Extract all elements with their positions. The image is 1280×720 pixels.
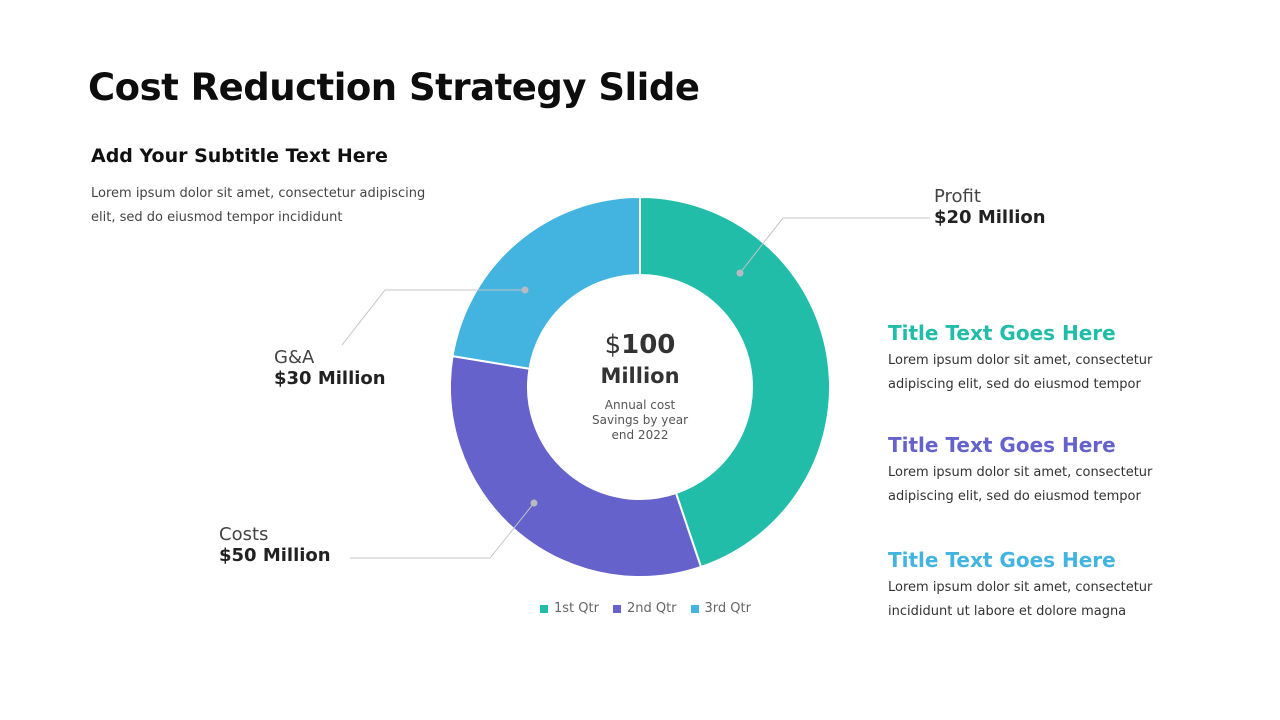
ga-callout: G&A $30 Million — [274, 347, 386, 389]
costs-category-label: Costs — [219, 524, 269, 545]
info-block-title: Title Text Goes Here — [888, 433, 1116, 457]
legend-label: 1st Qtr — [554, 601, 599, 616]
profit-value-label: $20 Million — [934, 207, 1046, 228]
profit-category-label: Profit — [934, 186, 981, 207]
donut-slice-profit — [639, 195, 831, 569]
ga-leader-dot — [521, 286, 529, 294]
legend-label: 3rd Qtr — [704, 601, 751, 616]
center-total: $100 — [565, 328, 715, 362]
slide-title: Cost Reduction Strategy Slide — [88, 66, 700, 109]
info-block-title: Title Text Goes Here — [888, 548, 1116, 572]
center-amount: 100 — [621, 330, 676, 360]
center-note: Annual cost Savings by year end 2022 — [592, 398, 688, 442]
donut-center-summary: $100 Million Annual cost Savings by year… — [565, 328, 715, 443]
profit-leader-dot — [736, 269, 744, 277]
costs-leader-dot — [530, 499, 538, 507]
costs-value-label: $50 Million — [219, 545, 331, 566]
donut-slice-ga — [451, 195, 641, 370]
legend-swatch — [690, 604, 699, 613]
costs-callout: Costs $50 Million — [219, 524, 331, 566]
center-dollar-sign: $ — [604, 330, 622, 360]
info-block: Title Text Goes Here Lorem ipsum dolor s… — [888, 548, 1188, 624]
profit-callout: Profit $20 Million — [934, 186, 1046, 228]
ga-leader-line — [341, 289, 525, 346]
slide-subtitle: Add Your Subtitle Text Here — [91, 145, 388, 167]
info-block-text: Lorem ipsum dolor sit amet, consectetur … — [888, 465, 1153, 504]
ga-value-label: $30 Million — [274, 368, 386, 389]
legend-swatch — [540, 604, 548, 613]
info-block-text: Lorem ipsum dolor sit amet, consectetur … — [888, 353, 1153, 392]
center-unit: Million — [600, 364, 680, 388]
profit-leader-line — [739, 217, 930, 274]
chart-legend: 1st Qtr 2nd Qtr 3rd Qtr — [540, 601, 751, 616]
info-block: Title Text Goes Here Lorem ipsum dolor s… — [888, 321, 1188, 397]
legend-item: 1st Qtr — [540, 601, 599, 616]
legend-item: 2nd Qtr — [612, 601, 677, 616]
info-block: Title Text Goes Here Lorem ipsum dolor s… — [888, 433, 1188, 509]
legend-swatch — [612, 604, 621, 613]
costs-leader-line — [350, 502, 535, 559]
legend-item: 3rd Qtr — [690, 601, 751, 616]
donut-slice-costs — [449, 354, 703, 578]
intro-text: Lorem ipsum dolor sit amet, consectetur … — [91, 186, 426, 225]
ga-category-label: G&A — [274, 347, 315, 368]
legend-label: 2nd Qtr — [626, 601, 677, 616]
info-block-title: Title Text Goes Here — [888, 321, 1116, 345]
info-block-text: Lorem ipsum dolor sit amet, consectetur … — [888, 580, 1153, 619]
